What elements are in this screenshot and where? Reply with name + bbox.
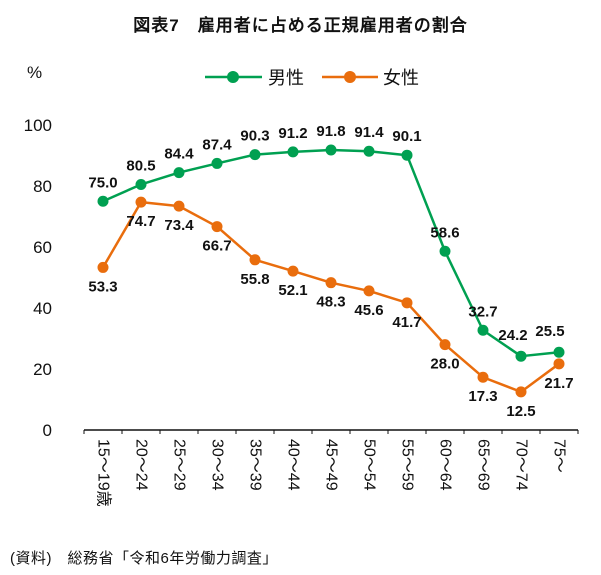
data-point: [401, 297, 413, 309]
data-label: 58.6: [430, 224, 459, 241]
data-label: 73.4: [164, 217, 194, 234]
data-point: [515, 386, 527, 398]
data-point: [553, 346, 565, 358]
x-axis-label: 15～19歳: [95, 439, 113, 507]
data-label: 32.7: [468, 303, 497, 320]
series-line-male: [102, 148, 560, 358]
chart-title: 図表7 雇用者に占める正規雇用者の割合: [133, 16, 468, 35]
data-label: 48.3: [316, 294, 345, 311]
data-point: [135, 196, 147, 208]
data-point: [211, 221, 223, 233]
y-axis-ticks: 0 20 40 60 80 100: [24, 116, 52, 440]
y-axis-unit-label: %: [27, 63, 42, 82]
y-tick-label: 0: [43, 421, 52, 440]
data-point: [439, 245, 451, 257]
x-axis-label: 60～64: [437, 439, 454, 491]
x-axis-label: 70～74: [513, 439, 530, 491]
y-tick-label: 80: [33, 177, 52, 196]
data-point: [173, 167, 185, 179]
data-point: [287, 146, 299, 158]
x-axis-label: 40～44: [285, 439, 302, 491]
x-axis-label: 75～: [551, 439, 568, 473]
data-label: 91.4: [354, 124, 384, 141]
series-plot: [97, 144, 565, 398]
data-label: 74.7: [126, 213, 155, 230]
source-note: (資料) 総務省「令和6年労働力調査」: [10, 550, 278, 567]
y-tick-label: 60: [33, 238, 52, 257]
legend-marker-female: [344, 71, 356, 83]
x-axis-label: 65～69: [475, 439, 492, 491]
data-point: [249, 149, 261, 161]
data-label: 55.8: [240, 271, 269, 288]
data-point: [325, 277, 337, 289]
data-point: [439, 339, 451, 351]
data-label: 75.0: [88, 174, 117, 191]
legend-item-male: 男性: [205, 68, 304, 88]
data-point: [553, 358, 565, 370]
x-axis-label: 20～24: [133, 439, 150, 491]
data-point: [477, 324, 489, 336]
data-point: [401, 149, 413, 161]
data-point: [477, 371, 489, 383]
x-axis-tick-marks: [83, 430, 579, 434]
data-label: 45.6: [354, 302, 383, 319]
x-axis-label: 55～59: [399, 439, 416, 491]
y-tick-label: 40: [33, 299, 52, 318]
x-axis-label: 30～34: [209, 439, 226, 491]
data-label: 12.5: [506, 403, 535, 420]
data-label: 87.4: [202, 136, 232, 153]
data-label: 90.1: [392, 128, 421, 145]
data-point: [211, 157, 223, 169]
data-point: [135, 178, 147, 190]
data-point: [249, 254, 261, 266]
x-axis-label: 25～29: [171, 439, 188, 491]
y-tick-label: 100: [24, 116, 52, 135]
data-point: [97, 261, 109, 273]
data-label: 52.1: [278, 282, 307, 299]
data-label: 80.5: [126, 157, 155, 174]
data-point: [363, 285, 375, 297]
x-axis-labels: 15～19歳 20～24 25～29 30～34 35～39 40～44 45～49 50～5…: [95, 439, 568, 507]
data-label: 25.5: [535, 323, 564, 340]
legend-item-female: 女性: [322, 68, 419, 88]
data-label: 66.7: [202, 238, 231, 255]
data-point: [515, 350, 527, 362]
legend-label-female: 女性: [383, 68, 419, 88]
chart-legend: 男性 女性: [205, 68, 419, 88]
data-label: 41.7: [392, 314, 421, 331]
data-label: 91.8: [316, 123, 345, 140]
legend-marker-male: [227, 71, 239, 83]
data-label: 28.0: [430, 356, 459, 373]
y-tick-label: 20: [33, 360, 52, 379]
data-point: [325, 144, 337, 156]
data-point: [173, 200, 185, 212]
legend-label-male: 男性: [268, 68, 304, 88]
data-point: [363, 145, 375, 157]
x-axis-label: 35～39: [247, 439, 264, 491]
data-labels: 75.0 80.5 84.4 87.4 90.3 91.2 91.8 91.4 90.1 58.6…: [88, 123, 573, 420]
data-label: 17.3: [468, 388, 497, 405]
data-point: [97, 195, 109, 207]
data-label: 91.2: [278, 125, 307, 142]
x-axis-label: 45～49: [323, 439, 340, 491]
data-point: [287, 265, 299, 277]
line-chart: % 男性 女性 0 20 40 60 80 100 75.0 80.5 84.4 87.4 90.…: [24, 63, 579, 507]
data-label: 90.3: [240, 128, 269, 145]
x-axis-label: 50～54: [361, 439, 378, 491]
data-label: 21.7: [544, 375, 573, 392]
data-label: 53.3: [88, 278, 117, 295]
data-label: 24.2: [498, 327, 527, 344]
data-label: 84.4: [164, 146, 194, 163]
